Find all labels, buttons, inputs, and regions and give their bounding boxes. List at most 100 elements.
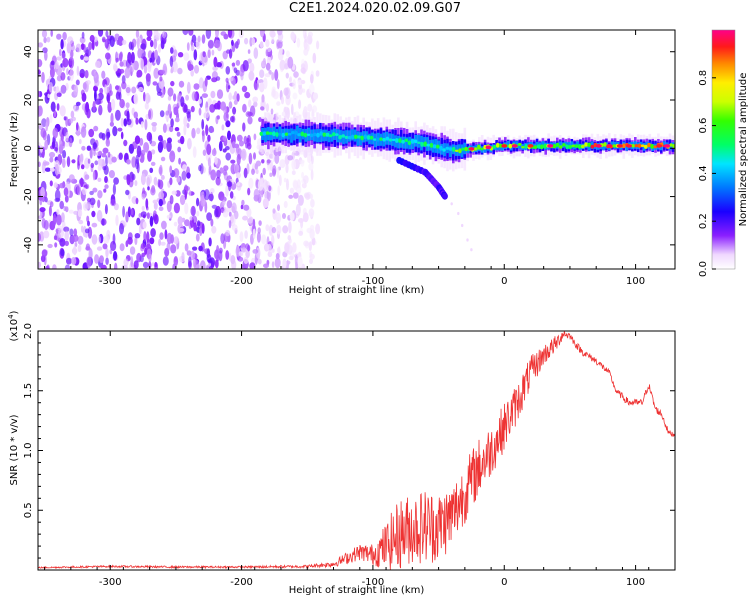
noise-speckle bbox=[100, 264, 107, 269]
noise-speckle bbox=[81, 31, 85, 39]
noise-speckle bbox=[136, 217, 141, 226]
noise-speckle bbox=[78, 138, 82, 145]
noise-speckle bbox=[72, 234, 79, 242]
noise-speckle bbox=[161, 31, 167, 39]
noise-speckle bbox=[277, 204, 280, 212]
noise-speckle bbox=[41, 249, 48, 257]
noise-speckle bbox=[121, 81, 127, 90]
noise-speckle bbox=[170, 234, 175, 244]
noise-speckle bbox=[202, 130, 205, 143]
noise-speckle bbox=[216, 169, 221, 179]
noise-speckle bbox=[153, 201, 158, 210]
noise-speckle bbox=[92, 170, 96, 181]
noise-speckle bbox=[59, 238, 66, 247]
noise-speckle bbox=[309, 251, 313, 258]
noise-speckle bbox=[297, 256, 303, 268]
noise-speckle bbox=[60, 39, 64, 50]
noise-speckle bbox=[190, 105, 195, 113]
noise-speckle bbox=[236, 38, 240, 46]
noise-speckle bbox=[83, 56, 90, 61]
noise-speckle bbox=[203, 189, 210, 201]
noise-speckle bbox=[123, 118, 128, 127]
noise-speckle bbox=[146, 231, 150, 243]
trace-core bbox=[347, 136, 352, 140]
y-tick-label: -40 bbox=[23, 237, 34, 253]
noise-speckle bbox=[77, 235, 84, 245]
noise-speckle bbox=[272, 208, 276, 214]
noise-speckle bbox=[220, 31, 227, 36]
noise-speckle bbox=[218, 250, 223, 262]
noise-speckle bbox=[228, 220, 232, 229]
noise-speckle bbox=[160, 156, 166, 162]
noise-speckle bbox=[265, 103, 269, 113]
noise-speckle bbox=[119, 61, 124, 67]
noise-speckle bbox=[225, 81, 230, 93]
noise-speckle bbox=[239, 231, 244, 243]
noise-speckle bbox=[291, 159, 297, 171]
snr-marks bbox=[38, 331, 675, 570]
noise-speckle bbox=[68, 174, 75, 182]
noise-speckle bbox=[123, 139, 128, 147]
noise-speckle bbox=[64, 264, 71, 269]
noise-speckle bbox=[105, 30, 109, 38]
noise-speckle bbox=[261, 159, 265, 164]
trace-cell bbox=[662, 141, 666, 148]
noise-speckle bbox=[59, 200, 64, 210]
trace-hotspot bbox=[527, 144, 534, 148]
tail-speckle bbox=[466, 238, 469, 242]
trace-core bbox=[325, 132, 330, 137]
noise-speckle bbox=[93, 85, 98, 92]
trace-core bbox=[294, 130, 298, 135]
trace-core bbox=[647, 142, 651, 148]
noise-speckle bbox=[275, 253, 280, 260]
noise-speckle bbox=[153, 38, 158, 50]
noise-speckle bbox=[94, 254, 100, 264]
noise-speckle bbox=[148, 253, 152, 263]
noise-speckle bbox=[289, 187, 295, 194]
noise-speckle bbox=[80, 164, 85, 170]
trace-core bbox=[432, 144, 437, 149]
noise-speckle bbox=[150, 161, 156, 166]
noise-speckle bbox=[259, 82, 265, 93]
trace-core bbox=[439, 145, 443, 151]
noise-speckle bbox=[252, 218, 256, 230]
noise-speckle bbox=[245, 142, 248, 149]
noise-speckle bbox=[247, 58, 252, 64]
noise-speckle bbox=[76, 122, 79, 131]
noise-speckle bbox=[47, 93, 51, 99]
noise-speckle bbox=[310, 74, 314, 84]
trace-cell bbox=[405, 137, 409, 149]
trace-core bbox=[574, 144, 579, 149]
noise-speckle bbox=[140, 121, 144, 128]
spectrogram-y-axis-label: Frequency (Hz) bbox=[9, 112, 20, 188]
noise-speckle bbox=[170, 47, 174, 54]
noise-speckle bbox=[177, 216, 183, 226]
noise-speckle bbox=[56, 92, 62, 98]
noise-speckle bbox=[38, 232, 42, 242]
colorbar-label: Normalized spectral amplitude bbox=[738, 73, 749, 227]
noise-speckle bbox=[70, 49, 74, 58]
noise-speckle bbox=[178, 228, 185, 233]
noise-speckle bbox=[312, 52, 317, 64]
noise-speckle bbox=[136, 69, 143, 78]
noise-speckle bbox=[63, 226, 70, 233]
noise-speckle bbox=[96, 210, 103, 222]
noise-speckle bbox=[251, 168, 255, 175]
noise-speckle bbox=[134, 233, 141, 239]
noise-speckle bbox=[169, 150, 176, 163]
noise-speckle bbox=[244, 230, 248, 239]
noise-speckle bbox=[169, 195, 174, 205]
trace-core bbox=[338, 135, 342, 140]
noise-speckle bbox=[120, 117, 125, 127]
noise-speckle bbox=[133, 260, 139, 269]
noise-speckle bbox=[146, 174, 153, 185]
noise-speckle bbox=[94, 160, 99, 166]
noise-speckle bbox=[173, 49, 178, 58]
noise-speckle bbox=[149, 57, 153, 63]
noise-speckle bbox=[310, 169, 314, 181]
noise-speckle bbox=[115, 109, 121, 121]
trace-core bbox=[445, 146, 450, 150]
noise-speckle bbox=[39, 145, 44, 153]
noise-speckle bbox=[201, 34, 206, 44]
noise-speckle bbox=[53, 109, 57, 118]
